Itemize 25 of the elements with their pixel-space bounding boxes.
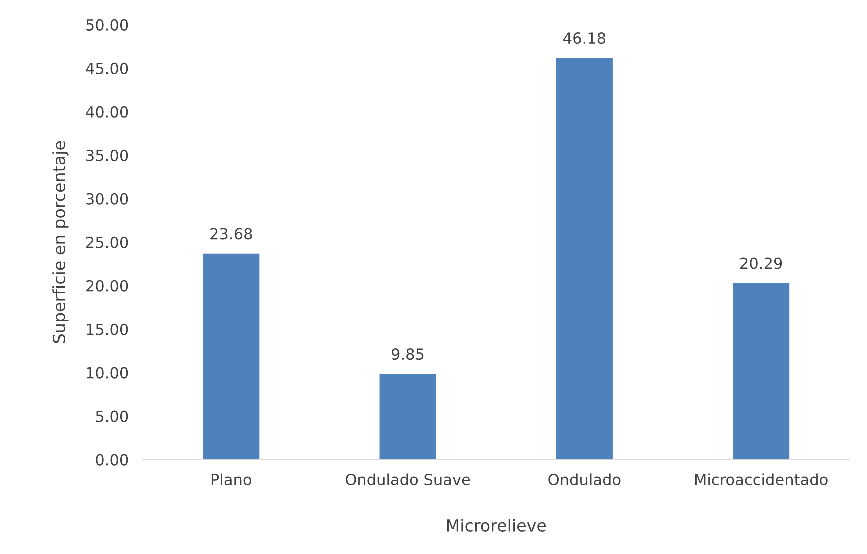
- y-tick-label: 30.00: [86, 193, 128, 205]
- y-tick-label: 0.00: [96, 454, 128, 466]
- y-tick-label: 15.00: [87, 324, 128, 336]
- y-tick-label: 25.00: [86, 236, 128, 248]
- y-tick-label: 40.00: [86, 106, 128, 118]
- bar: [203, 254, 260, 460]
- data-label: 20.29: [740, 258, 782, 270]
- y-tick-label: 50.00: [86, 19, 128, 31]
- x-axis-title: Microrelieve: [447, 519, 546, 532]
- data-label: 23.68: [210, 228, 252, 240]
- x-tick-label: Ondulado Suave: [346, 474, 470, 486]
- bar: [733, 283, 790, 460]
- data-label: 46.18: [564, 32, 606, 44]
- y-tick-label: 10.00: [87, 367, 128, 379]
- y-tick-label: 20.00: [86, 280, 128, 292]
- data-label: 9.85: [392, 348, 424, 360]
- bar: [556, 58, 613, 460]
- bar: [380, 374, 436, 460]
- x-tick-label: Microaccidentado: [695, 474, 828, 486]
- y-tick-label: 35.00: [86, 150, 128, 162]
- y-tick-label: 5.00: [96, 410, 128, 422]
- x-tick-label: Plano: [212, 474, 252, 486]
- x-tick-label: Ondulado: [548, 474, 621, 486]
- y-axis-title: Superficie en porcentaje: [52, 141, 69, 344]
- y-tick-label: 45.00: [86, 62, 128, 74]
